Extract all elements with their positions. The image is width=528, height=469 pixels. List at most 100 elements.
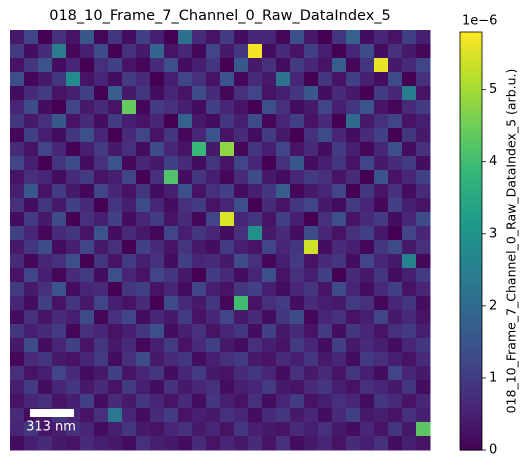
colorbar-tick-label: 0 bbox=[489, 443, 497, 458]
colorbar-segment bbox=[460, 424, 482, 430]
cell bbox=[290, 86, 305, 101]
cell bbox=[220, 58, 235, 73]
cell bbox=[318, 100, 333, 115]
colorbar-segment bbox=[460, 107, 482, 113]
cell bbox=[332, 128, 347, 143]
cell bbox=[304, 324, 319, 339]
cell bbox=[108, 436, 123, 451]
cell bbox=[248, 170, 263, 185]
cell bbox=[80, 268, 95, 283]
cell bbox=[150, 268, 165, 283]
cell bbox=[52, 380, 67, 395]
cell bbox=[108, 86, 123, 101]
cell bbox=[262, 324, 277, 339]
cell bbox=[388, 268, 403, 283]
cell bbox=[234, 156, 249, 171]
cell bbox=[374, 394, 389, 409]
colorbar-segment bbox=[460, 169, 482, 175]
cell bbox=[178, 142, 193, 157]
colorbar-segment bbox=[460, 303, 482, 309]
cell bbox=[234, 226, 249, 241]
cell bbox=[136, 100, 151, 115]
cell bbox=[10, 282, 25, 297]
cell bbox=[220, 100, 235, 115]
cell bbox=[94, 408, 109, 423]
cell bbox=[206, 310, 221, 325]
cell bbox=[136, 394, 151, 409]
cell bbox=[416, 380, 431, 395]
colorbar-segment bbox=[460, 286, 482, 292]
cell bbox=[374, 338, 389, 353]
cell bbox=[80, 352, 95, 367]
cell bbox=[388, 338, 403, 353]
cell bbox=[178, 310, 193, 325]
cell bbox=[276, 436, 291, 451]
cell bbox=[136, 296, 151, 311]
cell bbox=[290, 254, 305, 269]
cell bbox=[388, 156, 403, 171]
colorbar-segment bbox=[460, 132, 482, 138]
cell bbox=[122, 100, 137, 115]
cell bbox=[346, 184, 361, 199]
cell bbox=[374, 44, 389, 59]
cell bbox=[66, 114, 81, 129]
colorbar-segment bbox=[460, 332, 482, 338]
cell bbox=[248, 114, 263, 129]
cell bbox=[262, 114, 277, 129]
cell bbox=[402, 268, 417, 283]
colorbar-segment bbox=[460, 387, 482, 393]
cell bbox=[108, 198, 123, 213]
cell bbox=[346, 226, 361, 241]
cell bbox=[24, 170, 39, 185]
cell bbox=[164, 58, 179, 73]
cell bbox=[150, 296, 165, 311]
cell bbox=[136, 352, 151, 367]
cell bbox=[178, 170, 193, 185]
cell bbox=[80, 212, 95, 227]
cell bbox=[192, 226, 207, 241]
cell bbox=[150, 254, 165, 269]
cell bbox=[360, 324, 375, 339]
cell bbox=[178, 296, 193, 311]
cell bbox=[206, 408, 221, 423]
cell bbox=[150, 142, 165, 157]
cell bbox=[332, 114, 347, 129]
cell bbox=[290, 436, 305, 451]
cell bbox=[150, 366, 165, 381]
cell bbox=[52, 366, 67, 381]
cell bbox=[360, 72, 375, 87]
cell bbox=[234, 100, 249, 115]
cell bbox=[136, 156, 151, 171]
cell bbox=[80, 72, 95, 87]
cell bbox=[262, 184, 277, 199]
cell bbox=[360, 296, 375, 311]
cell bbox=[402, 212, 417, 227]
cell bbox=[94, 72, 109, 87]
cell bbox=[318, 254, 333, 269]
cell bbox=[332, 100, 347, 115]
cell bbox=[346, 296, 361, 311]
cell bbox=[150, 114, 165, 129]
cell bbox=[290, 114, 305, 129]
cell bbox=[164, 352, 179, 367]
cell bbox=[304, 352, 319, 367]
cell bbox=[94, 212, 109, 227]
cell bbox=[24, 296, 39, 311]
cell bbox=[318, 142, 333, 157]
cell bbox=[52, 296, 67, 311]
cell bbox=[80, 338, 95, 353]
cell bbox=[416, 366, 431, 381]
cell bbox=[108, 240, 123, 255]
cell bbox=[24, 184, 39, 199]
cell bbox=[10, 170, 25, 185]
cell bbox=[178, 394, 193, 409]
cell bbox=[122, 366, 137, 381]
cell bbox=[94, 128, 109, 143]
cell bbox=[374, 380, 389, 395]
colorbar-segment bbox=[460, 420, 482, 426]
colorbar-segment bbox=[460, 362, 482, 367]
cell bbox=[416, 128, 431, 143]
cell bbox=[290, 58, 305, 73]
cell bbox=[192, 100, 207, 115]
cell bbox=[346, 324, 361, 339]
